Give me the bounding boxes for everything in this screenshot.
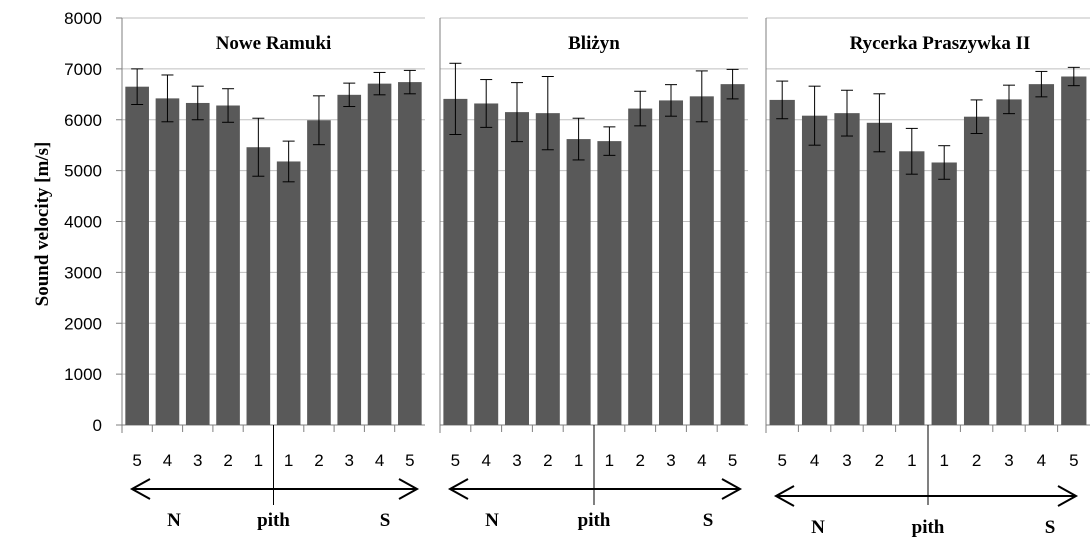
annotation-pith: pith [257,510,290,531]
y-tick-label: 8000 [64,9,102,28]
x-tick-label: 5 [405,451,414,470]
y-axis: 0 1000 2000 3000 4000 5000 6000 7000 8000 [64,9,123,435]
x-tick-label: 2 [875,451,884,470]
x-tick-label: 5 [132,451,141,470]
panel: 5 4 3 2 1 1 2 3 4 5 Nowe Ramuki N pith S [121,18,425,531]
bar [337,94,362,425]
bar [720,84,745,425]
panel: 5 4 3 2 1 1 2 3 4 5 Bliżyn N pith S [439,18,748,531]
bar [931,162,957,426]
bar [246,147,271,425]
x-tick-label: 5 [728,451,737,470]
y-axis-label: Sound velocity [m/s] [32,142,53,307]
title-background [830,28,1050,56]
bar [996,99,1022,426]
x-tick-label: 3 [666,451,675,470]
panels: 5 4 3 2 1 1 2 3 4 5 Nowe Ramuki N pith S 5 4 3 2 1 1 2 3 4 5 Bli… [121,18,1090,537]
x-tick-label: 2 [314,451,323,470]
bar [398,82,422,425]
y-tick-label: 0 [93,416,102,435]
arrow-head-left [129,478,151,500]
annotation-pith: pith [578,510,611,531]
x-tick-label: 4 [697,451,706,470]
title-background [557,28,631,56]
y-tick-label: 1000 [64,365,102,384]
bar [216,105,240,425]
annotation-north: N [811,517,825,537]
x-tick-label: 2 [635,451,644,470]
bar [899,151,925,426]
arrow-head-left [447,478,469,500]
x-tick-label: 1 [605,451,614,470]
bar [125,86,149,426]
bar [155,98,180,425]
bar [866,122,893,426]
x-tick-label: 4 [375,451,384,470]
bar [185,102,210,426]
x-tick-label: 5 [777,451,786,470]
arrow-head-right [398,478,420,500]
annotation-south: S [703,510,714,531]
arrow-head-left [773,485,795,507]
x-tick-label: 5 [451,451,460,470]
x-tick-label: 4 [810,451,819,470]
bar [1028,84,1055,425]
y-tick-label: 3000 [64,263,102,282]
x-tick-label: 2 [972,451,981,470]
annotation-pith: pith [912,517,945,537]
arrow-head-right [1057,485,1079,507]
x-tick-label: 3 [512,451,521,470]
x-tick-label: 1 [284,451,293,470]
x-tick-label: 3 [193,451,202,470]
x-tick-label: 5 [1069,451,1078,470]
annotation-south: S [380,510,391,531]
x-tick-label: 2 [223,451,232,470]
bar [597,141,622,425]
bar [566,139,591,425]
bar [367,83,392,425]
panel-title: Nowe Ramuki [216,33,332,54]
panel-title: Bliżyn [568,33,620,54]
annotation-south: S [1045,517,1056,537]
bar [276,161,301,425]
bar [628,108,653,426]
x-tick-label: 1 [939,451,948,470]
bar [1061,76,1087,425]
y-tick-label: 7000 [64,60,102,79]
y-tick-label: 6000 [64,111,102,130]
y-tick-label: 2000 [64,314,102,333]
panel-title: Rycerka Praszywka II [850,33,1031,54]
x-tick-label: 3 [345,451,354,470]
x-tick-label: 4 [163,451,172,470]
y-tick-label: 5000 [64,162,102,181]
bar [504,112,530,426]
bar [535,113,560,425]
bar [769,99,795,425]
x-tick-label: 2 [543,451,552,470]
y-tick-label: 4000 [64,213,102,232]
panel: 5 4 3 2 1 1 2 3 4 5 Rycerka Praszywka II N pith S [765,18,1090,537]
bar [658,100,684,425]
annotation-north: N [167,510,181,531]
bar [307,120,331,425]
x-tick-label: 3 [842,451,851,470]
bar [689,96,714,425]
x-tick-label: 1 [574,451,583,470]
x-tick-label: 4 [481,451,490,470]
x-tick-label: 1 [907,451,916,470]
bar [963,116,990,425]
arrow-head-right [721,478,743,500]
bar [443,98,468,426]
x-tick-label: 1 [254,451,263,470]
annotation-north: N [485,510,499,531]
title-background [210,28,337,56]
x-tick-label: 3 [1004,451,1013,470]
x-tick-label: 4 [1037,451,1046,470]
bar [474,103,499,425]
bar [801,115,828,426]
bar [834,113,860,425]
